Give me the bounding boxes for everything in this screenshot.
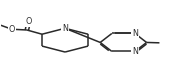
Text: N: N (132, 47, 138, 56)
Text: N: N (62, 24, 68, 33)
Text: O: O (9, 25, 15, 34)
Text: N: N (132, 29, 138, 38)
Text: O: O (25, 17, 32, 26)
